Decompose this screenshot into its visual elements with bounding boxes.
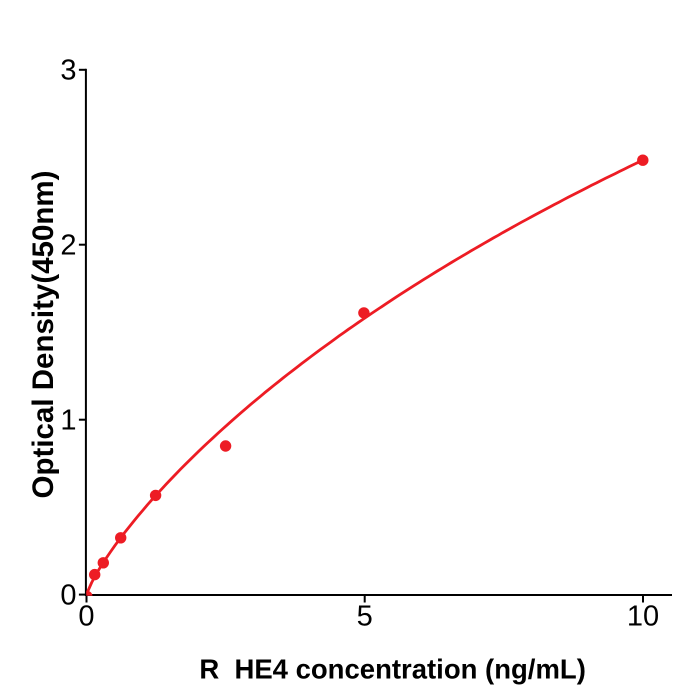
- svg-text:3: 3: [60, 55, 76, 87]
- svg-text:2: 2: [60, 230, 76, 262]
- svg-text:Optical Density(450nm): Optical Density(450nm): [27, 171, 60, 499]
- svg-text:0: 0: [60, 579, 76, 611]
- svg-text:0: 0: [78, 601, 94, 633]
- svg-text:R HE4 concentration (ng/mL): R HE4 concentration (ng/mL): [199, 654, 586, 685]
- svg-text:1: 1: [60, 405, 76, 437]
- svg-text:5: 5: [357, 601, 373, 633]
- svg-text:10: 10: [627, 601, 659, 633]
